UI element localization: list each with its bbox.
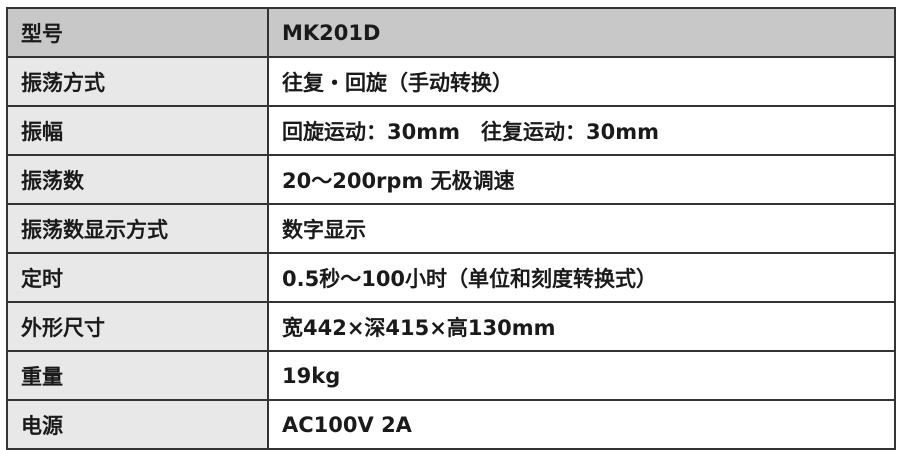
table-row: 外形尺寸 宽442×深415×高130mm: [6, 301, 896, 352]
spec-label: 振幅: [6, 105, 269, 156]
spec-value: 19kg: [267, 350, 896, 401]
table-row: 定时 0.5秒～100小时（单位和刻度转换式）: [6, 252, 896, 303]
spec-value: 0.5秒～100小时（单位和刻度转换式）: [267, 252, 896, 303]
spec-label: 重量: [6, 350, 269, 401]
spec-value: 数字显示: [267, 203, 896, 254]
table-row: 振荡方式 往复・回旋（手动转换）: [6, 56, 896, 107]
spec-label: 外形尺寸: [6, 301, 269, 352]
spec-value: AC100V 2A: [267, 399, 896, 450]
spec-label: 定时: [6, 252, 269, 303]
table-row: 振荡数 20～200rpm 无极调速: [6, 154, 896, 205]
table-row: 振幅 回旋运动：30mm 往复运动：30mm: [6, 105, 896, 156]
spec-label: 电源: [6, 399, 269, 450]
spec-label: 振荡方式: [6, 56, 269, 107]
spec-label: 振荡数: [6, 154, 269, 205]
spec-label: 振荡数显示方式: [6, 203, 269, 254]
spec-value: 回旋运动：30mm 往复运动：30mm: [267, 105, 896, 156]
spec-value: MK201D: [267, 7, 896, 58]
spec-value: 20～200rpm 无极调速: [267, 154, 896, 205]
spec-label: 型号: [6, 7, 269, 58]
spec-table: 型号 MK201D 振荡方式 往复・回旋（手动转换） 振幅 回旋运动：30mm 往复运动：…: [6, 7, 896, 450]
table-row: 振荡数显示方式 数字显示: [6, 203, 896, 254]
table-row: 重量 19kg: [6, 350, 896, 401]
spec-value: 宽442×深415×高130mm: [267, 301, 896, 352]
table-row: 电源 AC100V 2A: [6, 399, 896, 450]
spec-value: 往复・回旋（手动转换）: [267, 56, 896, 107]
header-row: 型号 MK201D: [6, 7, 896, 58]
